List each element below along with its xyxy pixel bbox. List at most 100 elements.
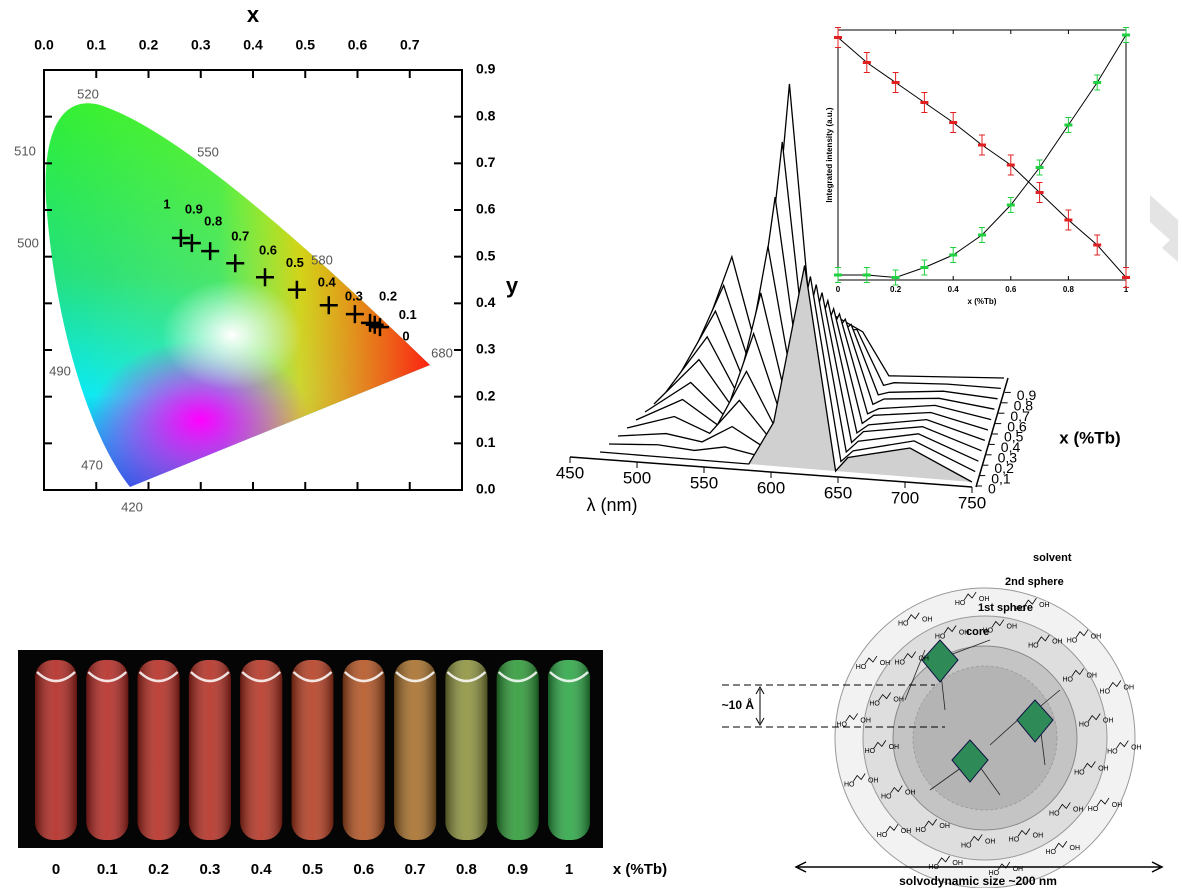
x-tick-label: 0.7 <box>400 37 420 53</box>
point-label: 0.6 <box>259 243 277 258</box>
ligand-label: HO <box>836 721 847 728</box>
vial-meniscus <box>190 671 230 683</box>
ligand-label: HO <box>898 621 909 628</box>
ligand-chain <box>924 818 937 828</box>
x-tick-label: 500 <box>623 468 651 487</box>
y-tick-label: 0.7 <box>476 154 496 170</box>
ligand-chain <box>1075 629 1089 638</box>
point <box>862 273 871 277</box>
locus-label: 680 <box>431 345 453 360</box>
ligand-label: OH <box>860 717 871 724</box>
z-tick-label: 0,7 <box>1010 408 1030 424</box>
ligand-chain <box>1096 797 1110 807</box>
ligand-chain <box>1054 841 1068 850</box>
y-axis-label: Integrated intensity (a.u.) <box>825 107 834 202</box>
point <box>1035 191 1044 194</box>
ligand-label: HO <box>1088 806 1099 813</box>
locus-label: 550 <box>197 144 219 159</box>
decoration <box>1150 195 1178 262</box>
ligand-label: OH <box>905 789 916 796</box>
x-tick-label: 0.1 <box>87 37 107 53</box>
y-tick-label: 0.5 <box>476 247 496 263</box>
x-tick-label: 0.5 <box>296 37 316 53</box>
ligand-chain <box>963 591 977 601</box>
z-tick-label: 0 <box>988 481 996 497</box>
z-tick-label: 0,1 <box>991 470 1011 486</box>
ligand-chain <box>969 834 983 843</box>
ligand-label: HO <box>1074 769 1085 776</box>
x-tick-label: 0.4 <box>948 285 960 294</box>
label-distance: ~10 Å <box>722 697 755 712</box>
vial-shade <box>548 660 590 840</box>
y-tick-label: 0.4 <box>476 294 496 310</box>
ligand-label: HO <box>844 781 855 788</box>
ligand-label: HO <box>856 664 867 671</box>
ligand-label: OH <box>1131 744 1142 751</box>
x-tick-label: 1 <box>1124 285 1129 294</box>
vial-meniscus <box>343 671 384 683</box>
point <box>345 305 364 324</box>
point-label: 0.1 <box>399 307 417 322</box>
ligand-label: HO <box>1049 810 1060 817</box>
ligand-label: HO <box>881 793 892 800</box>
spectrum <box>599 265 973 483</box>
vial-meniscus <box>292 671 333 683</box>
x-tick-label: 750 <box>958 493 986 512</box>
ligand-chain <box>1017 828 1031 837</box>
ligand-label: HO <box>869 700 880 707</box>
point <box>182 234 201 253</box>
ligand-label: OH <box>1070 845 1081 852</box>
vial-meniscus <box>138 671 179 683</box>
x-tick-label: 0.2 <box>890 285 902 294</box>
ligand-label: HO <box>1015 606 1026 613</box>
ligand-label: OH <box>1033 832 1044 839</box>
point <box>920 266 929 269</box>
x-axis-label: x <box>247 2 260 27</box>
ligand-label: HO <box>894 659 905 666</box>
point <box>287 280 306 299</box>
point <box>1006 203 1015 207</box>
vial-label: 0.1 <box>97 861 118 878</box>
vial-label: 1 <box>565 861 573 878</box>
ligand-label: OH <box>1013 866 1024 873</box>
point-label: 0 <box>402 329 409 344</box>
ligand-label: OH <box>868 777 879 784</box>
y-tick-label: 0.9 <box>476 61 496 77</box>
point-label: 0.5 <box>286 255 304 270</box>
vial-label: 0.4 <box>251 861 273 878</box>
x-tick-label: 0.2 <box>139 37 159 53</box>
y-tick-label: 0.8 <box>476 107 496 123</box>
ligand-chain <box>937 855 950 865</box>
z-tick-label: 0,6 <box>1007 418 1027 434</box>
vial-label: 0.5 <box>302 861 323 878</box>
point <box>1035 166 1044 169</box>
ligand-label: OH <box>889 744 900 751</box>
vial-shade <box>291 660 334 840</box>
x-tick-label: 650 <box>824 483 852 502</box>
locus-label: 510 <box>14 143 36 158</box>
x-tick-label: 0.3 <box>191 37 211 53</box>
point <box>834 36 842 39</box>
ligand-label: OH <box>901 828 912 835</box>
ligand-label: HO <box>961 842 972 849</box>
label-solvent: solvent <box>1033 552 1072 564</box>
ligand-label: OH <box>1039 602 1050 609</box>
ligand-chain <box>1083 761 1096 770</box>
ligand-label: OH <box>1112 802 1123 809</box>
point <box>949 253 958 257</box>
point <box>1064 218 1073 222</box>
ligand-label: OH <box>1103 717 1114 724</box>
x-tick-label: 0.4 <box>243 37 263 53</box>
ligand-label: OH <box>1073 806 1084 813</box>
ligand-chain <box>991 619 1005 628</box>
y-tick-label: 0.3 <box>476 341 496 357</box>
locus-label: 490 <box>49 363 71 378</box>
x-tick-label: 600 <box>757 478 785 497</box>
x-tick-label: 0.8 <box>1063 285 1075 294</box>
ligand-chain <box>943 625 957 634</box>
ligand-label: OH <box>1086 672 1097 679</box>
vial-shade <box>35 660 77 840</box>
ligand-label: HO <box>1046 849 1057 856</box>
x-tick-label: 550 <box>690 473 718 492</box>
